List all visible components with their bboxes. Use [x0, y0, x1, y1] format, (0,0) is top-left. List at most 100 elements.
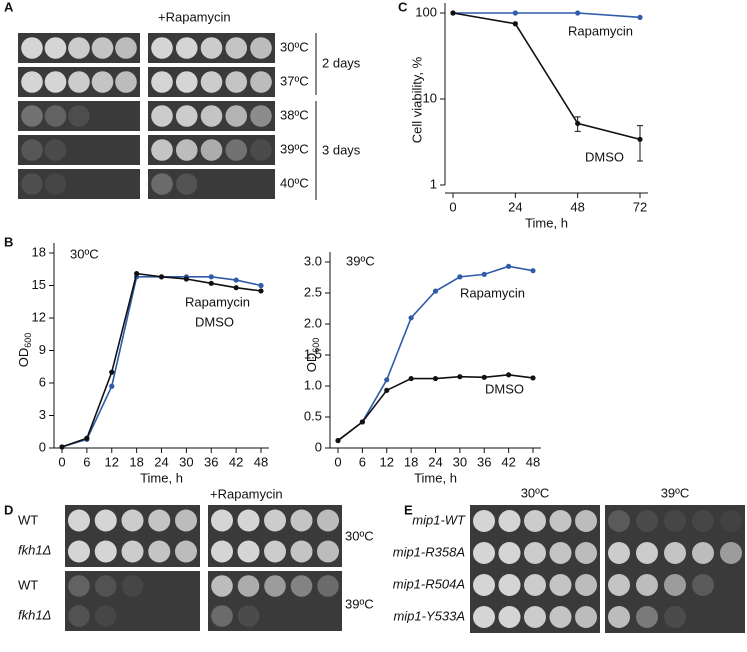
data-point	[457, 274, 463, 280]
plate	[65, 571, 200, 631]
data-point	[359, 419, 365, 425]
temp-label: 38ºC	[280, 107, 309, 122]
x-tick-label: 0	[334, 454, 341, 469]
spot	[317, 575, 339, 597]
spot	[636, 574, 658, 596]
spot	[44, 71, 67, 93]
strain-label it: fkh1Δ	[18, 542, 51, 557]
x-tick-label: 36	[204, 454, 218, 469]
spot	[290, 509, 313, 532]
data-point	[481, 271, 487, 277]
spot	[250, 37, 272, 59]
spot	[237, 509, 260, 532]
spot	[237, 605, 260, 627]
spot	[68, 37, 90, 59]
panel-label: B	[4, 234, 13, 249]
group-label: 2 days	[322, 55, 361, 70]
plate	[18, 135, 140, 165]
spot	[175, 173, 198, 195]
data-point	[506, 372, 512, 378]
strain-label: mip1-R504A	[393, 576, 465, 591]
spot	[264, 575, 286, 597]
y-axis-label: OD600	[16, 333, 33, 368]
panel-label: A	[4, 0, 14, 14]
data-point	[109, 383, 115, 389]
x-tick-label: 18	[404, 454, 418, 469]
spot	[200, 71, 223, 93]
spot	[121, 575, 144, 597]
spot	[44, 105, 67, 127]
spot	[608, 606, 630, 628]
data-point	[258, 288, 264, 294]
y-tick-label: 3	[39, 407, 46, 422]
error-bar	[637, 125, 643, 162]
strain-label it: fkh1Δ	[18, 607, 51, 622]
spot	[250, 71, 272, 93]
data-point	[134, 270, 140, 277]
spot	[608, 510, 630, 532]
spot	[175, 509, 197, 532]
x-tick-label: 72	[633, 199, 647, 214]
data-point	[384, 377, 390, 383]
spot	[94, 575, 117, 597]
spot	[225, 37, 248, 59]
data-point	[408, 375, 414, 382]
strain-label: WT	[18, 512, 38, 527]
spot	[21, 105, 43, 127]
spot	[250, 105, 272, 127]
data-point	[575, 10, 581, 16]
y-tick-label: 9	[39, 342, 46, 357]
spot	[549, 574, 572, 596]
data-point	[84, 435, 90, 441]
spot	[575, 510, 597, 532]
spot	[211, 540, 233, 563]
spot	[91, 37, 114, 59]
spot	[200, 139, 223, 161]
strain-label: mip1-WT	[412, 512, 466, 527]
x-tick-label: 48	[526, 454, 540, 469]
spot	[473, 542, 495, 564]
spot	[94, 605, 117, 627]
spot	[175, 105, 198, 127]
spot	[91, 71, 114, 93]
y-tick-label: 1.0	[304, 377, 322, 392]
x-tick-label: 0	[58, 454, 65, 469]
series-label: DMSO	[585, 149, 624, 164]
spot	[44, 37, 67, 59]
x-axis-label: Time, h	[140, 470, 183, 485]
plate	[18, 101, 140, 131]
spot	[225, 105, 248, 127]
spot	[636, 542, 658, 564]
y-tick-label: 6	[39, 374, 46, 389]
y-tick-label: 18	[32, 244, 46, 259]
x-tick-label: 12	[105, 454, 119, 469]
spot	[237, 575, 260, 597]
spot	[720, 542, 742, 564]
spot	[664, 510, 686, 532]
y-tick-label: 0	[39, 439, 46, 454]
x-axis-label: Time, h	[414, 470, 457, 485]
spot	[608, 542, 630, 564]
spot	[21, 173, 43, 195]
spot	[151, 173, 173, 195]
spot	[264, 509, 286, 532]
data-point	[481, 374, 487, 380]
spot	[524, 574, 546, 596]
spot	[200, 105, 223, 127]
data-point	[384, 387, 390, 393]
spot	[151, 71, 173, 93]
data-point	[233, 277, 239, 283]
y-axis-label: OD600	[304, 338, 321, 373]
temp-label: 39ºC	[661, 485, 690, 500]
spot	[21, 71, 43, 93]
spot	[68, 540, 90, 563]
strain-label: mip1-R358A	[393, 544, 465, 559]
data-point	[530, 268, 536, 274]
y-tick-label: 2.5	[304, 284, 322, 299]
spot	[175, 139, 198, 161]
x-tick-label: 42	[501, 454, 515, 469]
strain-label: mip1-Y533A	[393, 608, 465, 623]
series-line	[453, 12, 641, 19]
x-tick-label: 0	[449, 199, 456, 214]
y-tick-label: 12	[32, 309, 46, 324]
